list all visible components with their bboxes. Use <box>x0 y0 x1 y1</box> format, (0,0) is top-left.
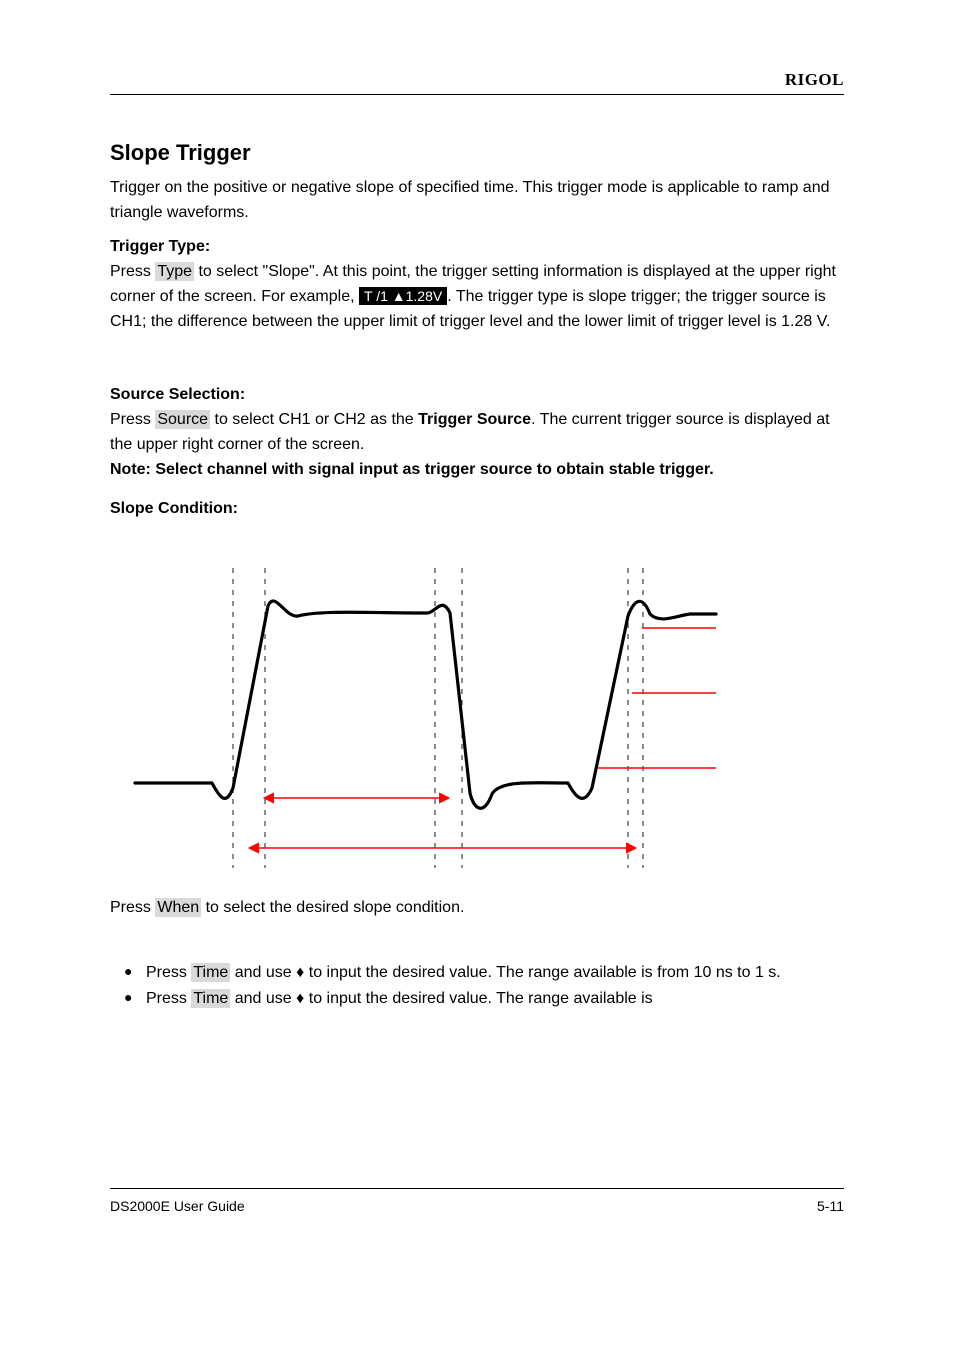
b2-b: and use ♦ to input the desired value. Th… <box>230 990 652 1007</box>
trigger-source-link[interactable]: Trigger Source <box>418 411 531 428</box>
press-word: Press <box>110 899 155 916</box>
footer-right: 5-11 <box>817 1198 844 1214</box>
tt-a: Press <box>110 263 155 280</box>
source-label: Source Selection: <box>110 386 245 404</box>
slope-cond-label: Slope Condition: <box>110 500 238 518</box>
footer-rule <box>110 1188 844 1189</box>
section-title: Slope Trigger <box>110 140 251 166</box>
slope-figure <box>130 558 820 888</box>
trigger-type-label: Trigger Type: <box>110 238 210 256</box>
header-rule <box>110 94 844 95</box>
b1-a: Press <box>146 964 191 981</box>
badge: T /1 ▲1.28V <box>359 287 447 305</box>
src-b: to select CH1 or CH2 as the <box>210 411 418 428</box>
trigger-type-body: Press Type to select "Slope". At this po… <box>110 260 844 334</box>
menu-time-2[interactable]: Time <box>191 989 230 1008</box>
select-slope: to select the desired slope condition. <box>201 899 464 916</box>
bullet-1: Press Time and use ♦ to input the desire… <box>110 960 844 986</box>
src-a: Press <box>110 411 155 428</box>
menu-source[interactable]: Source <box>155 410 210 429</box>
intro-text: Trigger on the positive or negative slop… <box>110 176 844 226</box>
bullet-2: Press Time and use ♦ to input the desire… <box>110 986 844 1012</box>
waveform-svg <box>130 558 730 888</box>
menu-type[interactable]: Type <box>155 262 194 281</box>
source-body: Press Source to select CH1 or CH2 as the… <box>110 408 844 482</box>
brand-label: RIGOL <box>785 70 844 90</box>
waveform-path <box>135 601 716 808</box>
when-line: Press When to select the desired slope c… <box>110 896 844 921</box>
source-note: Note: Select channel with signal input a… <box>110 461 714 478</box>
bullet-list: Press Time and use ♦ to input the desire… <box>110 960 844 1011</box>
menu-when[interactable]: When <box>155 898 201 917</box>
footer-left: DS2000E User Guide <box>110 1198 245 1214</box>
menu-time-1[interactable]: Time <box>191 963 230 982</box>
b1-b: and use ♦ to input the desired value. Th… <box>230 964 780 981</box>
b2-a: Press <box>146 990 191 1007</box>
